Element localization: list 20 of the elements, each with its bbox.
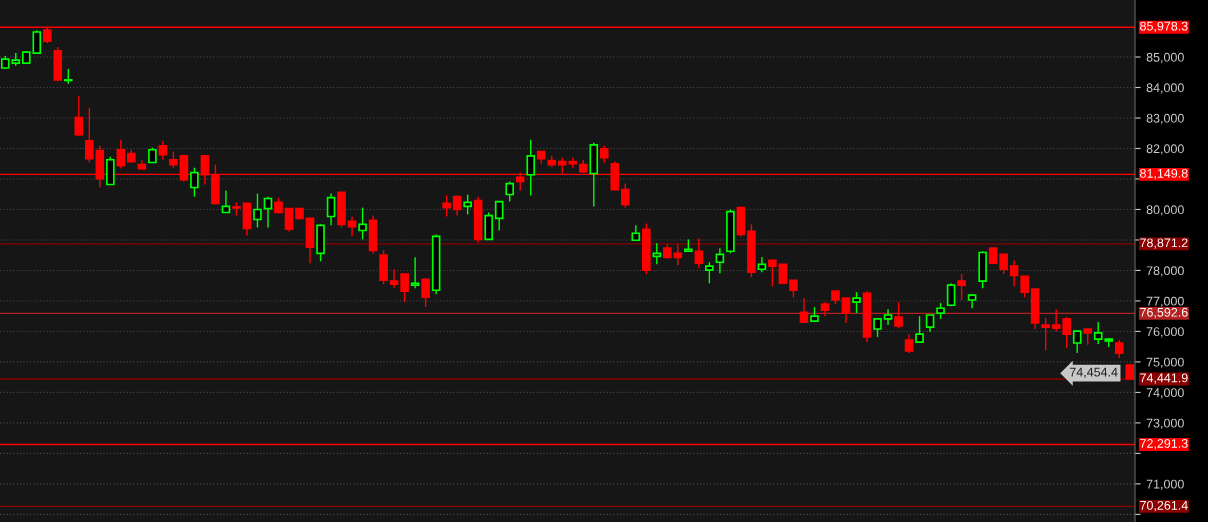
ref-line-label: 72,291.3 xyxy=(1140,439,1188,450)
y-tick-label: 85,000 xyxy=(1146,52,1184,64)
ref-line-label: 78,871.2 xyxy=(1140,238,1188,249)
ref-line-label: 76,592.6 xyxy=(1140,307,1188,319)
y-tick-label: 84,000 xyxy=(1146,83,1184,94)
annotation: 74,454.4 xyxy=(1069,367,1118,378)
y-tick-label: 73,000 xyxy=(1146,418,1184,430)
y-tick-label: 78,000 xyxy=(1146,266,1184,277)
ref-line-label: 81,149.8 xyxy=(1140,168,1188,180)
ref-line-label: 70,261.4 xyxy=(1140,500,1188,512)
y-tick-label: 77,000 xyxy=(1146,296,1184,308)
y-tick-label: 71,000 xyxy=(1146,479,1184,491)
ref-line-label: 74,441.9 xyxy=(1140,373,1188,384)
ref-line-label: 85,978.3 xyxy=(1140,21,1188,33)
y-tick-label: 83,000 xyxy=(1146,113,1184,125)
y-tick-label: 76,000 xyxy=(1146,327,1184,338)
y-tick-label: 75,000 xyxy=(1146,357,1184,369)
y-tick-label: 80,000 xyxy=(1146,205,1184,216)
y-tick-label: 82,000 xyxy=(1146,144,1184,155)
y-tick-label: 74,000 xyxy=(1146,388,1184,399)
